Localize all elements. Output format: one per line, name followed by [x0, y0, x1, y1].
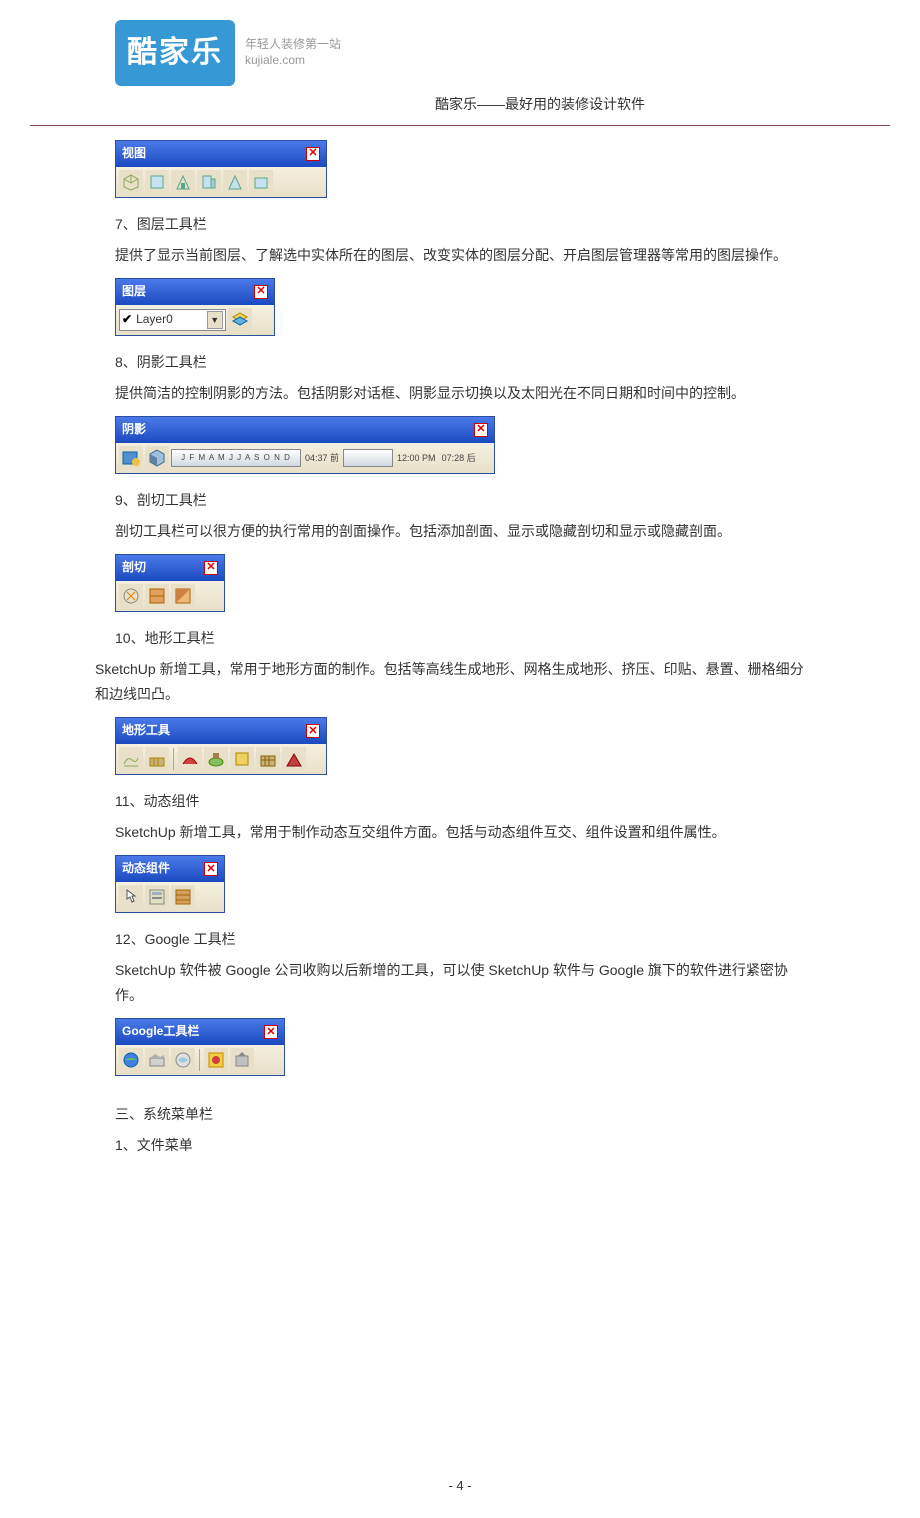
section-cut-icon[interactable] [171, 584, 195, 608]
page-number: - 4 - [448, 1478, 471, 1493]
right-view-icon[interactable] [197, 170, 221, 194]
time-end: 07:28 后 [440, 450, 478, 466]
toolbar-view-label: 视图 [122, 143, 146, 165]
toolbar-google-label: Google工具栏 [122, 1021, 199, 1043]
toolbar-layer: 图层 ✕ ✔ Layer0 ▼ [115, 278, 275, 336]
close-icon[interactable]: ✕ [264, 1025, 278, 1039]
section-11-heading: 11、动态组件 [115, 789, 805, 814]
section-12-heading: 12、Google 工具栏 [115, 927, 805, 952]
logo-subtitle: 年轻人装修第一站 kujiale.com [245, 37, 341, 68]
date-slider[interactable]: J F M A M J J A S O N D [171, 449, 301, 467]
photo-textures-icon[interactable] [171, 1048, 195, 1072]
toolbar-google: Google工具栏 ✕ [115, 1018, 285, 1076]
section-9-body: 剖切工具栏可以很方便的执行常用的剖面操作。包括添加剖面、显示或隐藏剖切和显示或隐… [115, 519, 805, 544]
stamp-icon[interactable] [204, 747, 228, 771]
toolbar-shadow: 阴影 ✕ J F M A M J J A S O N D 04:37 前 12:… [115, 416, 495, 474]
toolbar-terrain: 地形工具 ✕ [115, 717, 327, 775]
page-header: 酷家乐 年轻人装修第一站 kujiale.com 酷家乐——最好用的装修设计软件 [30, 0, 890, 126]
back-view-icon[interactable] [223, 170, 247, 194]
section-8-body: 提供简洁的控制阴影的方法。包括阴影对话框、阴影显示切换以及太阳光在不同日期和时间… [115, 381, 805, 406]
component-attributes-icon[interactable] [171, 885, 195, 909]
logo: 酷家乐 [115, 20, 235, 86]
preview-earth-icon[interactable] [204, 1048, 228, 1072]
section-9-heading: 9、剖切工具栏 [115, 488, 805, 513]
toolbar-view-title: 视图 ✕ [116, 141, 326, 167]
layer-dropdown[interactable]: ✔ Layer0 ▼ [119, 309, 226, 331]
page-footer: - 4 - [0, 1474, 920, 1517]
section-file-heading: 1、文件菜单 [115, 1133, 805, 1158]
top-view-icon[interactable] [145, 170, 169, 194]
interact-icon[interactable] [119, 885, 143, 909]
time-start: 04:37 前 [303, 450, 341, 466]
toggle-terrain-icon[interactable] [145, 1048, 169, 1072]
close-icon[interactable]: ✕ [306, 724, 320, 738]
detail-icon[interactable] [256, 747, 280, 771]
toolbar-layer-title: 图层 ✕ [116, 279, 274, 305]
section-11-body: SketchUp 新增工具，常用于制作动态互交组件方面。包括与动态组件互交、组件… [115, 820, 805, 845]
section-10-body: SketchUp 新增工具，常用于地形方面的制作。包括等高线生成地形、网格生成地… [95, 657, 805, 707]
toolbar-section: 剖切 ✕ [115, 554, 225, 612]
toolbar-section-label: 剖切 [122, 557, 146, 579]
layer-manager-icon[interactable] [228, 308, 252, 332]
front-view-icon[interactable] [171, 170, 195, 194]
separator [199, 1049, 200, 1071]
toolbar-dynamic: 动态组件 ✕ [115, 855, 225, 913]
toolbar-google-body [116, 1045, 284, 1075]
section-display-icon[interactable] [145, 584, 169, 608]
document-content: 视图 ✕ 7、图层工具栏 提供了显示当前图层、了解选中实体所在的图层、改变实体的… [0, 126, 920, 1194]
grid-terrain-icon[interactable] [145, 747, 169, 771]
section-12-body: SketchUp 软件被 Google 公司收购以后新增的工具，可以使 Sket… [115, 958, 805, 1008]
layer-selected: Layer0 [136, 309, 173, 331]
toolbar-terrain-title: 地形工具 ✕ [116, 718, 326, 744]
smoove-icon[interactable] [178, 747, 202, 771]
section-sysmenu-heading: 三、系统菜单栏 [115, 1102, 805, 1127]
toolbar-shadow-body: J F M A M J J A S O N D 04:37 前 12:00 PM… [116, 443, 494, 473]
section-10-heading: 10、地形工具栏 [115, 626, 805, 651]
section-plane-icon[interactable] [119, 584, 143, 608]
drape-icon[interactable] [230, 747, 254, 771]
close-icon[interactable]: ✕ [204, 862, 218, 876]
close-icon[interactable]: ✕ [306, 147, 320, 161]
shadow-toggle-icon[interactable] [145, 446, 169, 470]
close-icon[interactable]: ✕ [254, 285, 268, 299]
check-icon: ✔ [122, 309, 132, 331]
toolbar-terrain-body [116, 744, 326, 774]
shadow-dialog-icon[interactable] [119, 446, 143, 470]
contour-icon[interactable] [119, 747, 143, 771]
section-8-heading: 8、阴影工具栏 [115, 350, 805, 375]
iso-view-icon[interactable] [119, 170, 143, 194]
toolbar-google-title: Google工具栏 ✕ [116, 1019, 284, 1045]
header-title: 酷家乐——最好用的装修设计软件 [190, 92, 890, 117]
logo-block: 酷家乐 年轻人装修第一站 kujiale.com [115, 20, 890, 86]
tagline-1: 年轻人装修第一站 [245, 37, 341, 53]
time-mid: 12:00 PM [395, 450, 438, 466]
toolbar-layer-body: ✔ Layer0 ▼ [116, 305, 274, 335]
toolbar-view-body [116, 167, 326, 197]
tagline-2: kujiale.com [245, 53, 341, 69]
toolbar-shadow-label: 阴影 [122, 419, 146, 441]
toolbar-terrain-label: 地形工具 [122, 720, 170, 742]
toolbar-dynamic-body [116, 882, 224, 912]
close-icon[interactable]: ✕ [474, 423, 488, 437]
toolbar-shadow-title: 阴影 ✕ [116, 417, 494, 443]
component-options-icon[interactable] [145, 885, 169, 909]
separator [173, 748, 174, 770]
toolbar-section-body [116, 581, 224, 611]
toolbar-layer-label: 图层 [122, 281, 146, 303]
toolbar-section-title: 剖切 ✕ [116, 555, 224, 581]
left-view-icon[interactable] [249, 170, 273, 194]
get-location-icon[interactable] [119, 1048, 143, 1072]
chevron-down-icon[interactable]: ▼ [207, 311, 223, 329]
section-7-heading: 7、图层工具栏 [115, 212, 805, 237]
toolbar-view: 视图 ✕ [115, 140, 327, 198]
months-scale: J F M A M J J A S O N D [181, 451, 291, 465]
toolbar-dynamic-label: 动态组件 [122, 858, 170, 880]
close-icon[interactable]: ✕ [204, 561, 218, 575]
section-7-body: 提供了显示当前图层、了解选中实体所在的图层、改变实体的图层分配、开启图层管理器等… [115, 243, 805, 268]
share-model-icon[interactable] [230, 1048, 254, 1072]
time-slider[interactable] [343, 449, 393, 467]
flip-edge-icon[interactable] [282, 747, 306, 771]
toolbar-dynamic-title: 动态组件 ✕ [116, 856, 224, 882]
